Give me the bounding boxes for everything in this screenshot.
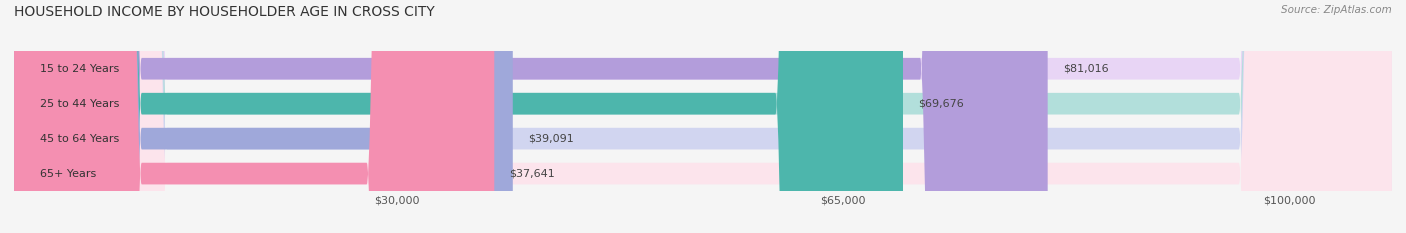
Text: HOUSEHOLD INCOME BY HOUSEHOLDER AGE IN CROSS CITY: HOUSEHOLD INCOME BY HOUSEHOLDER AGE IN C…: [14, 5, 434, 19]
Text: 65+ Years: 65+ Years: [39, 169, 96, 178]
Text: $37,641: $37,641: [509, 169, 555, 178]
FancyBboxPatch shape: [14, 0, 1047, 233]
FancyBboxPatch shape: [14, 0, 1392, 233]
Text: $81,016: $81,016: [1063, 64, 1108, 74]
Text: 45 to 64 Years: 45 to 64 Years: [39, 134, 120, 144]
FancyBboxPatch shape: [14, 0, 1392, 233]
Text: $69,676: $69,676: [918, 99, 965, 109]
FancyBboxPatch shape: [14, 0, 495, 233]
FancyBboxPatch shape: [14, 0, 513, 233]
Text: 15 to 24 Years: 15 to 24 Years: [39, 64, 120, 74]
FancyBboxPatch shape: [14, 0, 903, 233]
Text: Source: ZipAtlas.com: Source: ZipAtlas.com: [1281, 5, 1392, 15]
FancyBboxPatch shape: [14, 0, 1392, 233]
Text: 25 to 44 Years: 25 to 44 Years: [39, 99, 120, 109]
Text: $39,091: $39,091: [529, 134, 574, 144]
FancyBboxPatch shape: [14, 0, 1392, 233]
